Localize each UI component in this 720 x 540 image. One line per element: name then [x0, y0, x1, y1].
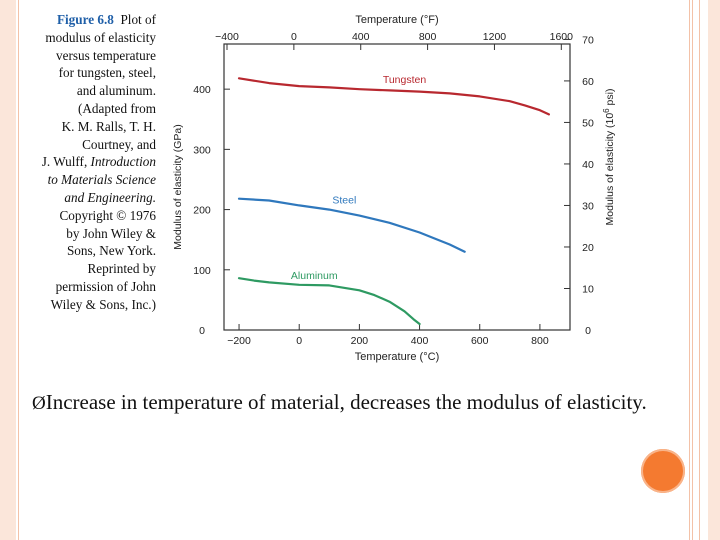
y-axis-title: Modulus of elasticity (GPa)	[172, 124, 184, 249]
caption-line: Sons, New York.	[66, 243, 156, 259]
right-decorative-line-1	[689, 0, 690, 540]
caption-line: Wiley & Sons, Inc.)	[50, 296, 156, 312]
series-line-steel	[237, 197, 466, 253]
caption-author: J. Wulff,	[41, 154, 88, 170]
caption-line: versus temperature	[56, 47, 156, 63]
caption-book-title: to Materials Science	[47, 172, 156, 188]
chart-area: −200 0 200 400 600 800 −400 0 400 800 1200 1600 0 100…	[162, 8, 622, 363]
caption-line: J. Wulff, Introduction	[22, 153, 156, 171]
caption-line: for tungsten, steel,	[58, 65, 156, 81]
x2-tick-label: 1200	[483, 31, 507, 43]
left-decorative-band	[0, 0, 16, 540]
x2-tick-label: 400	[352, 31, 370, 43]
modulus-vs-temperature-chart: −200 0 200 400 600 800−400 0 400 800 1200 16000100…	[172, 14, 616, 363]
caption-line: Copyright © 1976	[59, 207, 156, 223]
y2-tick-label: 40	[582, 159, 594, 171]
series-label-aluminum: Aluminum	[291, 270, 338, 282]
x-axis-title: Temperature (°C)	[355, 351, 439, 363]
caption-line: by John Wiley &	[66, 225, 156, 241]
caption-book-title: and Engineering.	[64, 189, 156, 205]
y-tick-label: 100	[193, 265, 211, 277]
caption-line: Reprinted by	[87, 261, 157, 277]
x-tick-label: 800	[531, 335, 549, 347]
y-tick-label: 400	[193, 84, 211, 96]
caption-line: modulus of elasticity	[45, 29, 156, 45]
series-label-tungsten: Tungsten	[383, 74, 427, 86]
x2-tick-label: 0	[291, 31, 297, 43]
x2-tick-label: −400	[215, 31, 239, 43]
caption-line: and aluminum.	[76, 83, 156, 99]
x2-axis-title: Temperature (°F)	[355, 14, 438, 26]
right-decorative-band	[708, 0, 720, 540]
y2-tick-label: 70	[582, 34, 594, 46]
caption-line: and Engineering.	[22, 189, 156, 207]
caption-line: permission of John	[55, 278, 156, 294]
bullet-arrow-icon: Ø	[32, 393, 46, 414]
caption-line: to Materials Science	[22, 171, 156, 189]
x-tick-label: −200	[227, 335, 251, 347]
y2-tick-label: 30	[582, 200, 594, 212]
orange-circle-decoration	[641, 449, 685, 493]
bullet-point: ØIncrease in temperature of material, de…	[32, 388, 696, 418]
y-tick-label: 200	[193, 205, 211, 217]
y2-tick-label: 10	[582, 283, 594, 295]
right-decorative-line-2	[692, 0, 693, 540]
y-tick-label: 0	[199, 325, 205, 337]
series-label-steel: Steel	[332, 195, 356, 207]
x-tick-label: 200	[351, 335, 369, 347]
right-decorative-line-3	[699, 0, 700, 540]
y2-tick-label: 50	[582, 117, 594, 129]
caption-line-1: Figure 6.8 Plot of	[22, 11, 156, 29]
plot-frame	[223, 43, 571, 331]
figure-caption: Figure 6.8 Plot of modulus of elasticity…	[22, 11, 156, 314]
x2-tick-label: 1600	[550, 31, 574, 43]
x-tick-label: 400	[411, 335, 429, 347]
y2-tick-label: 60	[582, 76, 594, 88]
bullet-text: Increase in temperature of material, dec…	[45, 390, 647, 414]
left-decorative-line	[18, 0, 19, 540]
figure-label: Figure 6.8	[56, 12, 114, 27]
caption-line: (Adapted from	[78, 100, 156, 116]
series-line-tungsten	[237, 77, 550, 116]
x2-tick-label: 800	[419, 31, 437, 43]
y2-tick-label: 20	[582, 242, 594, 254]
y-tick-label: 300	[193, 144, 211, 156]
x-tick-label: 0	[296, 335, 302, 347]
caption-book-title: Introduction	[90, 154, 156, 170]
y2-axis-title: Modulus of elasticity (106 psi)	[602, 89, 616, 226]
caption-line: K. M. Ralls, T. H.	[61, 118, 156, 134]
caption-line-1-rest: Plot of	[120, 12, 156, 27]
x-tick-label: 600	[471, 335, 489, 347]
y2-tick-label: 0	[585, 325, 591, 337]
caption-line: Courtney, and	[82, 136, 156, 152]
series-line-aluminum	[237, 277, 421, 326]
